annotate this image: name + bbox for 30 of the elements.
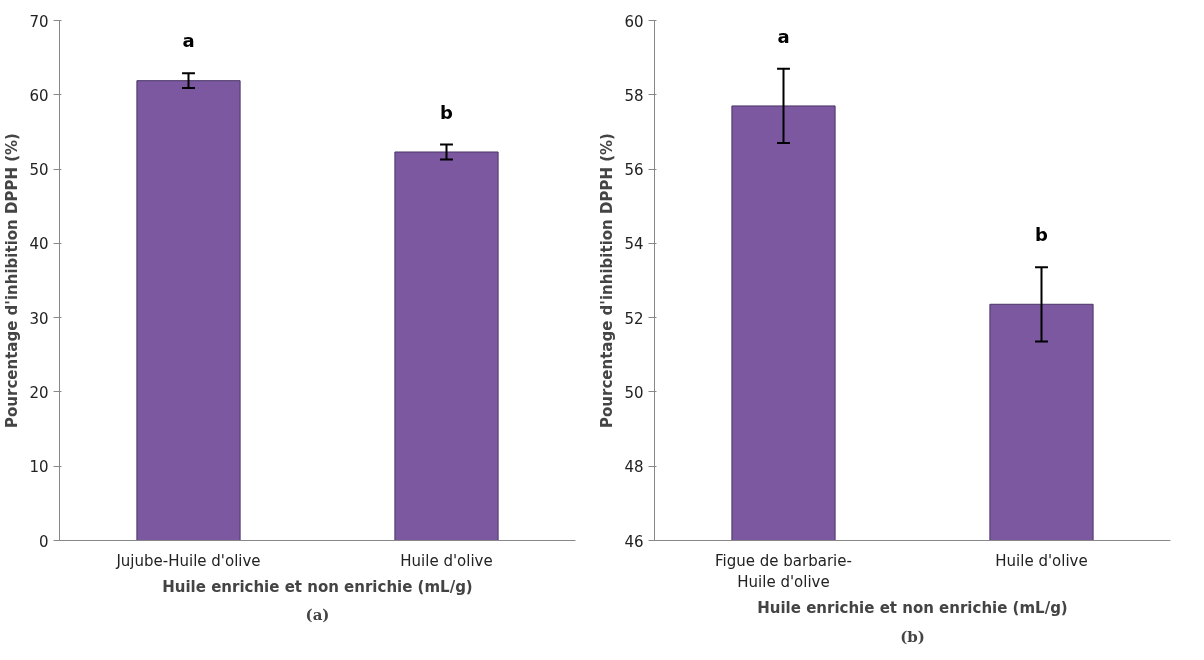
x-tick-label: Huile d'olive bbox=[995, 551, 1088, 570]
y-tick-label: 70 bbox=[29, 12, 49, 31]
x-tick-label: Huile d'olive bbox=[400, 551, 493, 570]
y-tick-label: 50 bbox=[624, 383, 644, 402]
y-tick-label: 54 bbox=[624, 235, 644, 254]
x-axis-title: Huile enrichie et non enrichie (mL/g) bbox=[162, 577, 473, 596]
y-tick-label: 50 bbox=[29, 161, 49, 180]
y-tick-label: 40 bbox=[29, 235, 49, 254]
y-tick-label: 10 bbox=[29, 458, 49, 477]
y-tick-label: 48 bbox=[624, 458, 644, 477]
annotation: a bbox=[182, 30, 195, 52]
annotation: b bbox=[1035, 224, 1049, 246]
x-tick-label: Jujube-Huile d'olive bbox=[115, 551, 261, 570]
y-axis-title: Pourcentage d'inhibition DPPH (%) bbox=[598, 133, 617, 428]
text: (b) bbox=[900, 627, 925, 646]
y-tick-label: 56 bbox=[624, 161, 644, 180]
y-tick-label: 0 bbox=[38, 532, 49, 551]
y-tick-label: 46 bbox=[624, 532, 644, 551]
annotation: b bbox=[440, 101, 454, 123]
y-tick-label: 58 bbox=[624, 86, 644, 105]
x-axis-title: Huile enrichie et non enrichie (mL/g) bbox=[757, 599, 1068, 618]
annotation: a bbox=[777, 25, 790, 47]
y-tick-label: 60 bbox=[29, 86, 49, 105]
y-tick-label: 60 bbox=[624, 12, 644, 31]
y-tick-label: 52 bbox=[624, 309, 644, 328]
text: (a) bbox=[305, 605, 330, 624]
y-tick-label: 20 bbox=[29, 383, 49, 402]
y-tick-label: 30 bbox=[29, 309, 49, 328]
y-axis-title: Pourcentage d'inhibition DPPH (%) bbox=[3, 133, 22, 428]
x-tick-label: Figue de barbarie-Huile d'olive bbox=[715, 551, 852, 592]
